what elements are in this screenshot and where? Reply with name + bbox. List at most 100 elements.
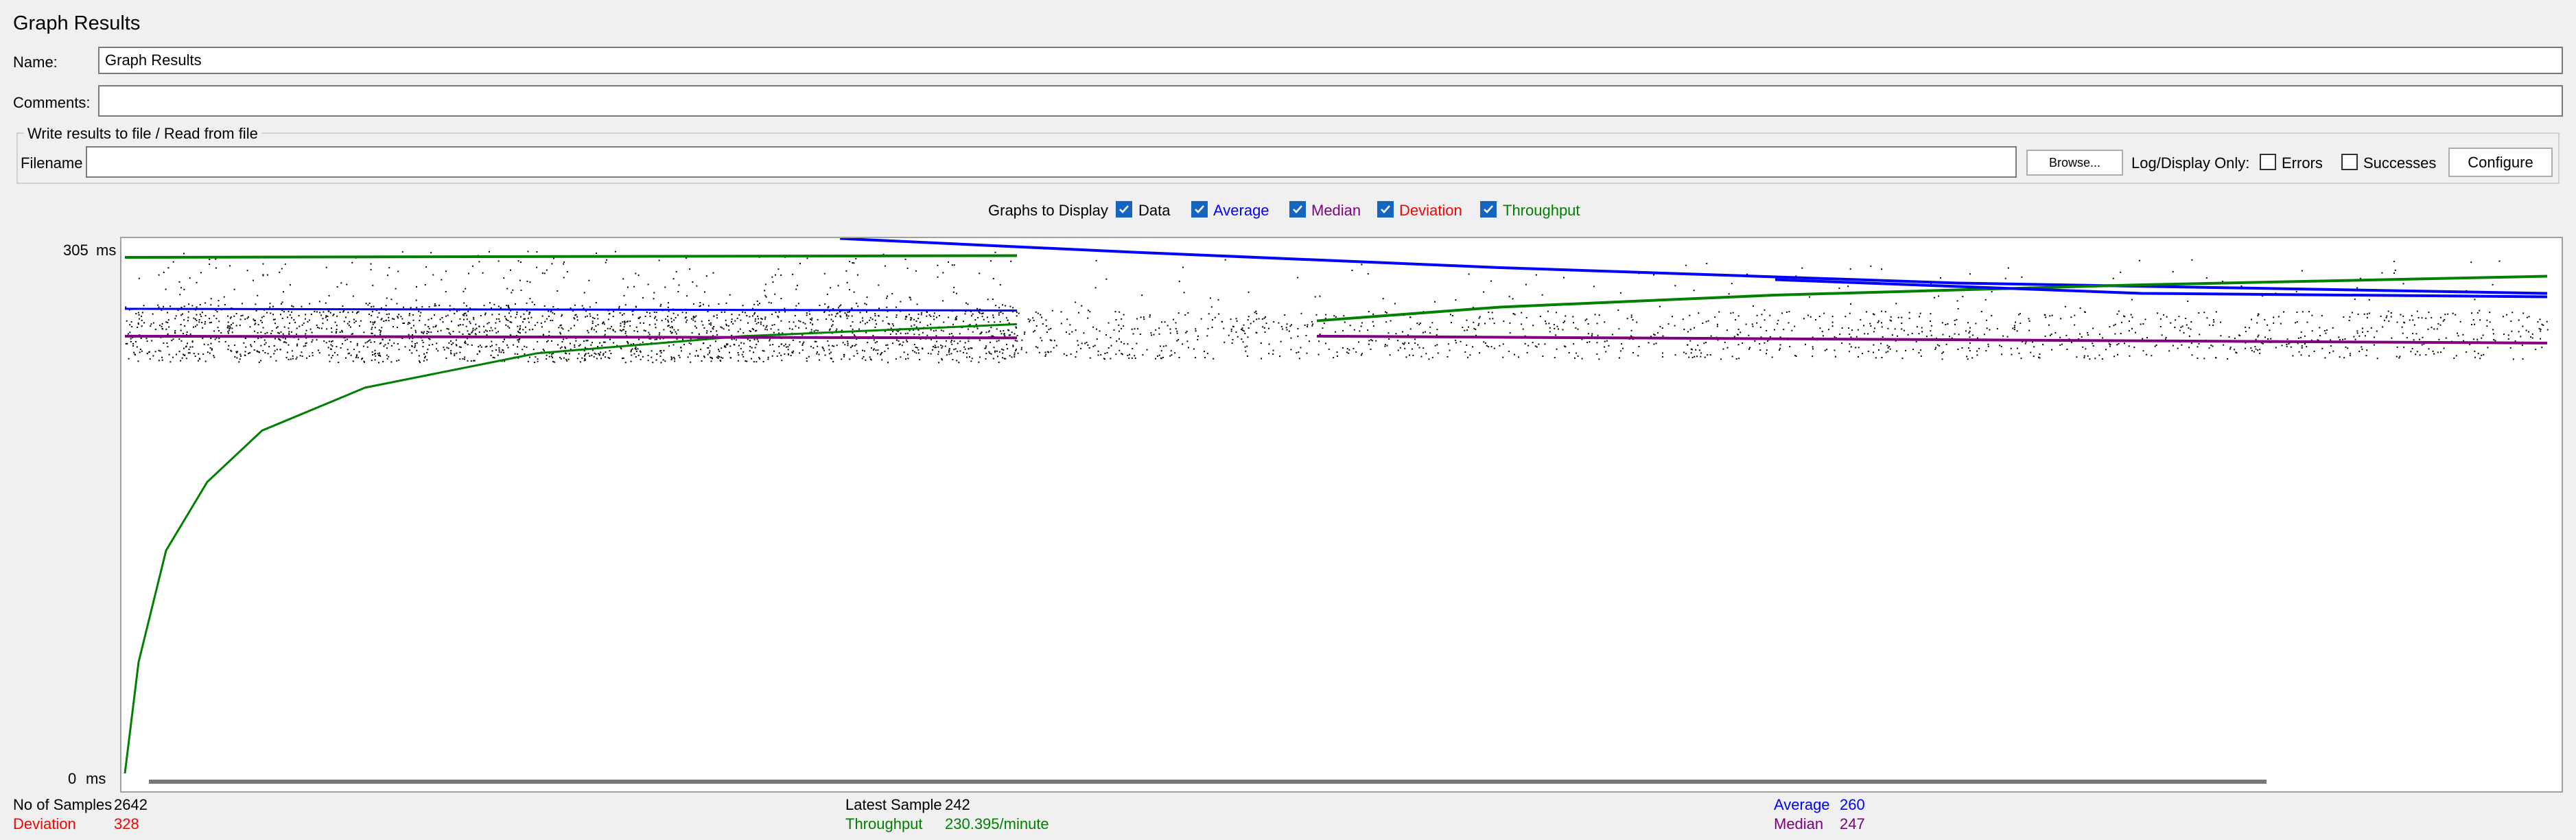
data-point xyxy=(597,346,599,348)
data-point xyxy=(2212,319,2214,321)
data-point xyxy=(491,340,493,342)
data-point xyxy=(290,331,292,333)
data-point xyxy=(2172,270,2174,272)
data-point xyxy=(1368,311,1370,313)
data-point xyxy=(2197,346,2199,348)
data-point xyxy=(1418,323,1420,325)
data-point xyxy=(1032,317,1034,319)
data-point xyxy=(1258,318,1260,320)
data-checkbox[interactable] xyxy=(1116,201,1132,218)
data-point xyxy=(383,345,385,347)
data-point xyxy=(284,263,286,265)
data-point xyxy=(986,316,988,318)
errors-checkbox[interactable] xyxy=(2260,154,2276,170)
data-point xyxy=(1687,344,1689,346)
data-point xyxy=(196,306,198,308)
data-point xyxy=(426,351,428,353)
data-point xyxy=(388,320,390,322)
data-point xyxy=(1788,322,1790,324)
data-point xyxy=(335,332,337,334)
average-checkbox[interactable] xyxy=(1191,201,1208,218)
data-point xyxy=(299,355,301,357)
data-point xyxy=(631,349,633,351)
data-point xyxy=(934,345,936,347)
data-point xyxy=(175,315,177,317)
data-point xyxy=(749,330,751,332)
data-point xyxy=(765,296,767,298)
data-point xyxy=(573,317,575,319)
data-point xyxy=(634,348,636,350)
data-point xyxy=(1691,356,1694,358)
name-input[interactable] xyxy=(98,47,2563,74)
data-point xyxy=(865,359,867,361)
data-point xyxy=(128,358,130,360)
data-point xyxy=(336,286,338,288)
comments-input[interactable] xyxy=(98,85,2563,117)
data-point xyxy=(434,326,436,328)
deviation-checkbox[interactable] xyxy=(1377,201,1394,218)
data-point xyxy=(673,356,675,358)
median-checkbox[interactable] xyxy=(1289,201,1306,218)
filename-input[interactable] xyxy=(86,146,2017,178)
data-point xyxy=(655,312,657,314)
data-point xyxy=(1007,348,1009,350)
data-point xyxy=(371,310,373,312)
data-point xyxy=(1769,336,1771,338)
data-point xyxy=(646,312,648,314)
data-point xyxy=(1890,320,1893,322)
configure-button[interactable]: Configure xyxy=(2448,148,2553,177)
successes-checkbox[interactable] xyxy=(2341,154,2358,170)
data-point xyxy=(1834,355,1836,358)
data-point xyxy=(712,358,714,360)
data-point xyxy=(1344,321,1346,323)
data-point xyxy=(904,358,906,360)
data-point xyxy=(551,353,553,355)
data-point xyxy=(627,342,629,344)
data-point xyxy=(2048,324,2050,326)
data-point xyxy=(2049,315,2051,317)
data-point xyxy=(979,333,981,335)
data-point xyxy=(509,321,511,323)
data-point xyxy=(316,311,318,313)
data-point xyxy=(1479,352,1481,354)
data-point xyxy=(2007,267,2009,269)
data-point xyxy=(1650,336,1652,338)
browse-button[interactable]: Browse... xyxy=(2026,150,2123,176)
data-point xyxy=(1598,358,1600,360)
data-point xyxy=(569,342,571,345)
data-point xyxy=(942,300,944,302)
data-point xyxy=(1683,351,1685,353)
data-point xyxy=(411,340,413,342)
data-point xyxy=(865,311,867,313)
data-point xyxy=(651,356,653,358)
data-point xyxy=(151,340,153,342)
data-point xyxy=(1490,280,1492,282)
data-point xyxy=(1118,324,1120,326)
data-point xyxy=(1962,296,1964,298)
data-point xyxy=(593,355,595,358)
data-point xyxy=(627,342,629,345)
data-point xyxy=(640,322,642,324)
data-point xyxy=(1826,349,1828,351)
data-point xyxy=(1414,338,1416,340)
graph-canvas xyxy=(124,237,2549,784)
data-point xyxy=(1478,317,1480,319)
data-point xyxy=(441,316,443,318)
data-point xyxy=(1575,352,1577,354)
data-point xyxy=(861,358,863,360)
data-point xyxy=(408,314,410,316)
throughput-checkbox[interactable] xyxy=(1480,201,1497,218)
data-point xyxy=(635,326,637,328)
data-point xyxy=(213,330,215,332)
data-point xyxy=(2416,351,2418,353)
data-point xyxy=(402,322,404,324)
data-point xyxy=(1174,352,1176,354)
data-point xyxy=(373,353,375,355)
data-point xyxy=(1429,326,1431,328)
data-point xyxy=(1512,313,1514,315)
data-point xyxy=(534,325,536,327)
data-point xyxy=(616,345,618,347)
data-point xyxy=(878,284,880,286)
data-point xyxy=(371,306,373,308)
data-point xyxy=(2436,328,2438,330)
